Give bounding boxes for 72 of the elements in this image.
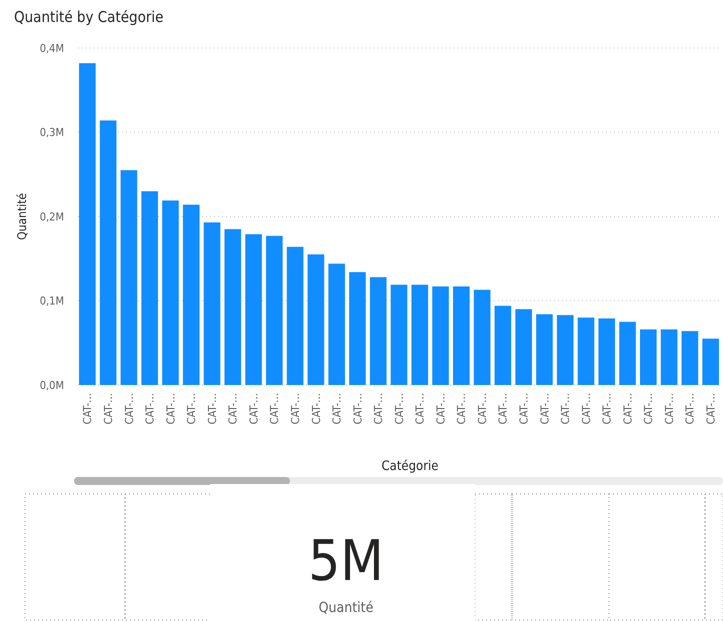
x-tick-label: CAT-… — [559, 393, 572, 424]
bar — [556, 315, 574, 385]
bar — [182, 204, 200, 385]
bar — [702, 338, 719, 385]
bar — [682, 331, 698, 385]
x-tick-label: CAT-… — [351, 393, 364, 424]
x-tick-label: CAT-… — [496, 393, 510, 424]
bar — [204, 222, 220, 385]
x-tick-label: CAT-… — [662, 393, 676, 424]
y-axis-title: Quantité — [15, 192, 29, 240]
bar — [390, 284, 408, 385]
y-tick-label: 0,2M — [40, 210, 64, 224]
bar — [141, 191, 158, 385]
x-tick-label: CAT-… — [164, 393, 178, 424]
bar — [536, 314, 553, 385]
bar — [224, 229, 242, 385]
x-tick-label: CAT-… — [684, 393, 697, 424]
x-tick-label: CAT-… — [247, 393, 260, 424]
x-tick-label: CAT-… — [102, 393, 115, 424]
bar — [120, 170, 138, 385]
bar — [266, 236, 283, 385]
x-tick-label: CAT-… — [538, 393, 552, 424]
x-tick-label: CAT-… — [600, 393, 614, 424]
x-tick-label: CAT-… — [330, 393, 344, 424]
x-tick-label: CAT-… — [580, 393, 593, 424]
x-tick-label: CAT-… — [518, 393, 531, 424]
x-tick-label: CAT-… — [310, 393, 323, 424]
bar — [453, 286, 470, 385]
x-tick-label: CAT-… — [144, 393, 157, 424]
y-tick-label: 0,4M — [40, 42, 64, 55]
text: Quantité — [318, 600, 374, 616]
y-tick-label: 0,1M — [40, 294, 64, 308]
x-tick-label: CAT-… — [621, 393, 634, 424]
bar — [79, 63, 96, 385]
y-tick-label: 0,3M — [40, 126, 64, 140]
x-tick-label: CAT-… — [414, 393, 427, 424]
bar — [370, 277, 387, 385]
bar — [619, 322, 636, 385]
bar — [660, 329, 678, 385]
bar — [411, 284, 428, 385]
x-tick-label: CAT-… — [268, 393, 282, 424]
text: 5M — [308, 529, 384, 594]
y-tick-label: 0,0M — [40, 378, 64, 392]
x-tick-label: CAT-… — [372, 393, 386, 424]
chart-title: Quantité by Catégorie — [14, 8, 164, 26]
x-tick-label: CAT-… — [392, 393, 406, 424]
bar — [432, 286, 449, 385]
bar — [474, 290, 490, 385]
x-tick-label: CAT-… — [434, 393, 448, 424]
bar — [100, 120, 116, 385]
bar — [162, 200, 179, 385]
x-tick-label: CAT-… — [226, 393, 240, 424]
bar — [328, 264, 345, 385]
x-tick-label: CAT-… — [185, 393, 198, 424]
bar — [349, 272, 366, 385]
x-tick-label: CAT-… — [288, 393, 302, 424]
x-tick-label: CAT-… — [206, 393, 219, 424]
bar — [245, 234, 262, 385]
bar — [598, 318, 616, 385]
bar — [286, 246, 304, 385]
x-tick-label: CAT-… — [704, 393, 718, 424]
bar — [308, 254, 324, 385]
x-tick-label: CAT-… — [476, 393, 489, 424]
bar — [578, 318, 594, 385]
x-axis-title: Catégorie — [382, 459, 438, 474]
x-tick-label: CAT-… — [81, 393, 94, 424]
bar — [640, 329, 657, 385]
bar — [494, 306, 512, 385]
bar — [515, 309, 532, 385]
x-tick-label: CAT-… — [122, 393, 136, 424]
x-tick-label: CAT-… — [642, 393, 656, 424]
x-tick-label: CAT-… — [455, 393, 468, 424]
